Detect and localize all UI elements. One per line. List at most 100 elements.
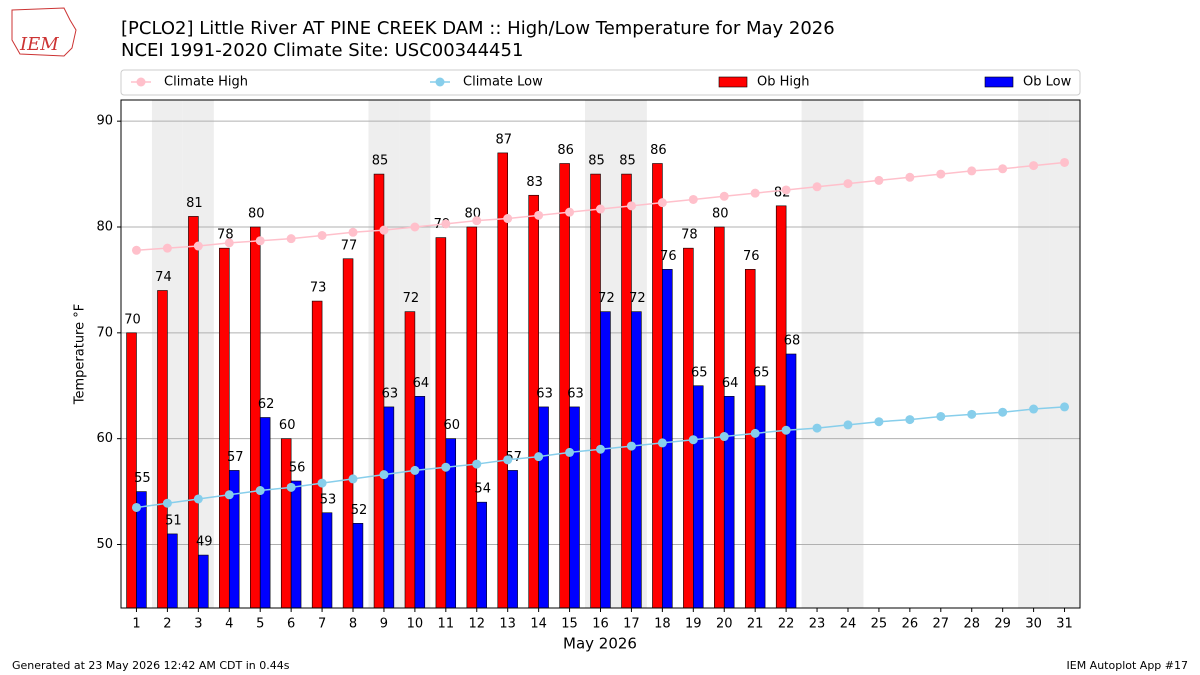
point — [905, 172, 915, 182]
data-label: 80 — [248, 207, 265, 222]
data-label: 85 — [619, 154, 636, 169]
weekend-shade — [1018, 100, 1050, 608]
point — [472, 459, 482, 469]
point — [379, 225, 389, 235]
x-tick-label: 15 — [561, 617, 578, 632]
point — [255, 486, 265, 496]
chart-subtitle: NCEI 1991-2020 Climate Site: USC00344451 — [121, 40, 523, 61]
point — [379, 470, 389, 480]
point — [936, 411, 946, 421]
x-tick-label: 25 — [871, 617, 888, 632]
point — [1060, 402, 1070, 412]
point — [657, 198, 667, 208]
bar — [414, 396, 426, 609]
point — [688, 194, 698, 204]
data-label: 85 — [372, 154, 389, 169]
x-tick-label: 9 — [380, 617, 388, 632]
point — [410, 222, 420, 232]
data-label: 51 — [165, 513, 182, 528]
y-tick-label: 50 — [96, 537, 113, 552]
bar — [785, 353, 797, 609]
data-label: 78 — [681, 228, 698, 243]
bar — [744, 269, 756, 609]
bar — [167, 533, 178, 609]
point — [410, 465, 420, 475]
legend-swatch — [984, 76, 1014, 88]
point — [596, 444, 605, 454]
bar — [352, 523, 364, 609]
point — [317, 230, 327, 240]
x-tick-label: 6 — [287, 617, 295, 632]
y-tick-label: 90 — [96, 114, 113, 129]
logo-outline — [11, 7, 77, 57]
data-label: 76 — [660, 249, 677, 264]
point — [193, 241, 203, 251]
x-tick-label: 12 — [468, 617, 485, 632]
point — [781, 425, 791, 435]
bar — [507, 470, 518, 609]
x-tick-label: 16 — [592, 617, 609, 632]
point — [131, 502, 141, 512]
point — [348, 474, 358, 484]
point — [843, 420, 853, 430]
point — [348, 227, 358, 237]
point — [905, 415, 915, 425]
point — [1029, 404, 1039, 414]
point — [936, 169, 946, 179]
point — [719, 432, 729, 442]
bar — [250, 226, 261, 609]
data-label: 64 — [722, 376, 739, 391]
weekend-shade — [1049, 100, 1080, 608]
y-tick-label: 70 — [96, 325, 113, 340]
bar — [600, 311, 611, 609]
point — [1060, 157, 1070, 167]
x-tick-label: 11 — [438, 617, 455, 632]
footer-left: Generated at 23 May 2026 12:42 AM CDT in… — [12, 659, 290, 672]
bar — [259, 417, 271, 609]
x-tick-label: 10 — [407, 617, 424, 632]
data-label: 60 — [443, 418, 460, 433]
y-tick-label: 60 — [96, 431, 113, 446]
data-label: 86 — [557, 143, 574, 158]
point — [781, 185, 791, 195]
data-label: 80 — [712, 207, 729, 222]
data-label: 60 — [279, 418, 296, 433]
bar — [631, 311, 642, 609]
data-label: 62 — [258, 397, 275, 412]
x-tick-label: 29 — [994, 617, 1011, 632]
point — [750, 188, 760, 198]
data-label: 64 — [413, 376, 430, 391]
data-label: 55 — [134, 471, 151, 486]
data-label: 70 — [124, 312, 141, 327]
data-label: 81 — [186, 196, 203, 211]
bar — [528, 194, 539, 609]
x-tick-label: 22 — [778, 617, 795, 632]
data-label: 54 — [474, 482, 491, 497]
point — [657, 438, 667, 448]
data-label: 53 — [320, 492, 337, 507]
point — [596, 204, 605, 214]
bar — [290, 480, 302, 609]
x-tick-label: 4 — [225, 617, 233, 632]
point — [688, 435, 698, 445]
bar — [383, 406, 395, 609]
bar — [775, 205, 787, 609]
point — [441, 219, 451, 229]
point — [812, 423, 822, 433]
logo: IEM — [11, 7, 77, 57]
point — [131, 245, 141, 255]
data-label: 57 — [227, 450, 244, 465]
data-label: 65 — [691, 365, 708, 380]
bar — [321, 512, 333, 609]
x-tick-label: 14 — [530, 617, 547, 632]
chart-title: [PCLO2] Little River AT PINE CREEK DAM :… — [121, 18, 835, 39]
point — [626, 201, 636, 211]
point — [441, 462, 451, 472]
data-label: 72 — [598, 291, 615, 306]
point — [565, 447, 575, 457]
x-tick-label: 17 — [623, 617, 640, 632]
x-tick-label: 1 — [132, 617, 140, 632]
data-label: 72 — [403, 291, 420, 306]
x-tick-label: 24 — [840, 617, 857, 632]
